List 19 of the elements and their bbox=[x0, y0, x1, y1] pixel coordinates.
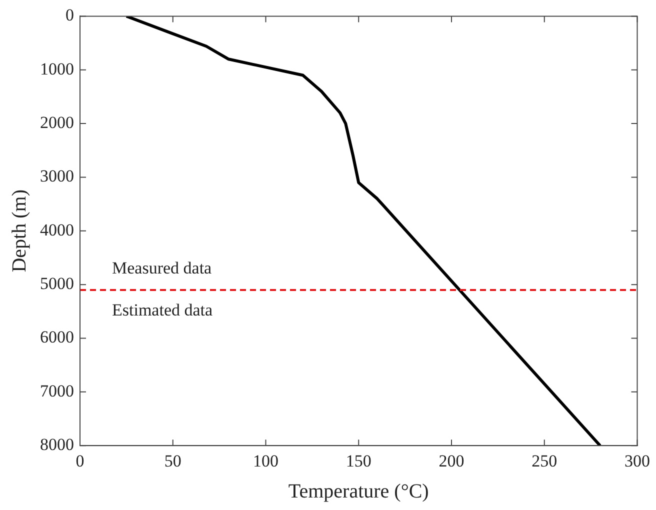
x-tick-label: 50 bbox=[164, 451, 182, 470]
y-tick-label: 3000 bbox=[40, 166, 74, 186]
x-tick-label: 200 bbox=[438, 451, 464, 470]
y-tick-label: 1000 bbox=[40, 59, 74, 78]
y-tick-label: 6000 bbox=[40, 328, 74, 347]
y-tick-label: 4000 bbox=[40, 220, 74, 240]
y-tick-label: 0 bbox=[66, 6, 74, 25]
x-tick-label: 300 bbox=[624, 451, 650, 470]
y-tick-label: 5000 bbox=[40, 274, 74, 294]
y-axis-title: Depth (m) bbox=[8, 190, 30, 272]
y-tick-label: 2000 bbox=[40, 113, 74, 132]
y-tick-label: 7000 bbox=[40, 381, 74, 400]
x-axis-title: Temperature (°C) bbox=[288, 480, 429, 502]
annotation: Estimated data bbox=[112, 300, 213, 320]
x-tick-label: 150 bbox=[346, 451, 372, 470]
annotation: Measured data bbox=[112, 258, 212, 278]
y-tick-label: 8000 bbox=[40, 435, 74, 454]
x-tick-label: 100 bbox=[253, 451, 278, 470]
x-tick-label: 250 bbox=[532, 451, 558, 470]
